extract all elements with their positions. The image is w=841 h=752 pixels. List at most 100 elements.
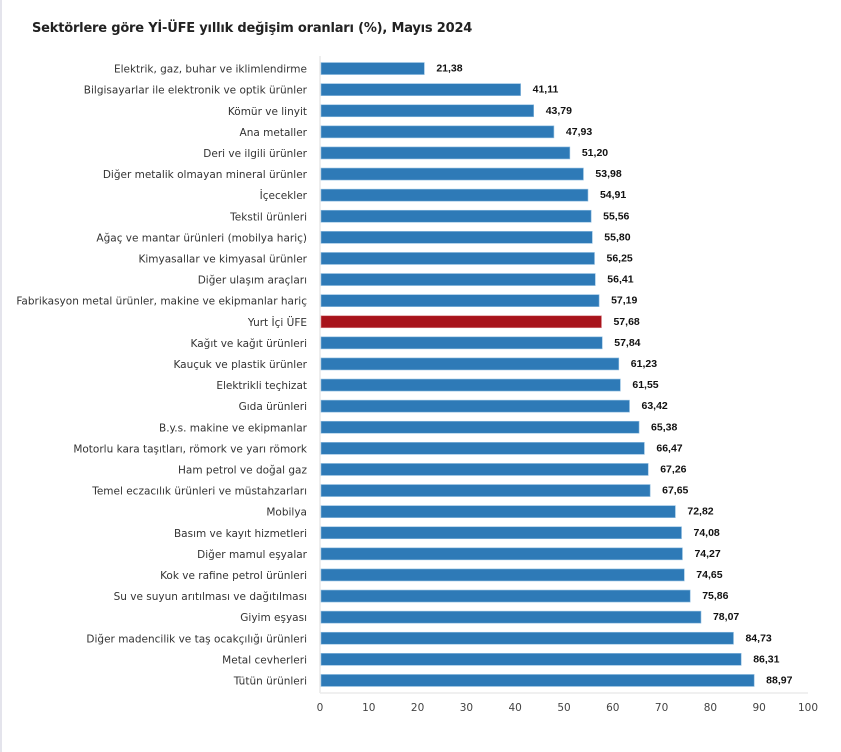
category-label: B.y.s. makine ve ekipmanlar	[159, 422, 308, 434]
category-label: Elektrik, gaz, buhar ve iklimlendirme	[114, 64, 307, 76]
bar	[320, 146, 571, 160]
category-label: Bilgisayarlar ile elektronik ve optik ür…	[84, 85, 308, 97]
bar	[320, 62, 425, 75]
category-label: Gıda ürünleri	[239, 401, 307, 413]
value-label: 63,42	[641, 400, 667, 412]
x-tick-label: 10	[362, 702, 375, 714]
value-labels: 21,38 41,11 43,79 47,93 51,20 53,98 54,91 55,56…	[436, 63, 792, 687]
plot-area	[319, 56, 808, 694]
value-label: 86,31	[753, 653, 779, 665]
bar	[320, 294, 600, 307]
value-label: 74,27	[694, 548, 720, 560]
bar	[320, 357, 620, 371]
category-label: Diğer madencilik ve taş ocakçılığı ürünl…	[86, 633, 307, 645]
category-label: Diğer ulaşım araçları	[198, 275, 307, 287]
bar	[320, 188, 589, 202]
bars-group	[320, 62, 755, 687]
bar	[320, 463, 649, 476]
value-label: 51,20	[582, 147, 608, 159]
value-label: 74,65	[696, 569, 722, 581]
category-label: İçecekler	[260, 189, 308, 202]
x-tick-label: 80	[704, 702, 717, 714]
value-label: 78,07	[713, 611, 739, 623]
bar	[320, 526, 682, 540]
category-label: Mobilya	[266, 507, 307, 519]
bar	[320, 484, 651, 497]
category-label: Diğer metalik olmayan mineral ürünler	[103, 169, 308, 181]
category-label: Deri ve ilgili ürünler	[203, 148, 307, 160]
category-label: Kömür ve linyit	[228, 106, 307, 118]
bar	[320, 336, 603, 350]
category-label: Basım ve kayıt hizmetleri	[174, 528, 307, 540]
category-label: Kimyasallar ve kimyasal ürünler	[138, 253, 307, 265]
bar	[320, 442, 645, 455]
category-label: Giyim eşyası	[240, 612, 307, 624]
value-label: 57,68	[613, 316, 639, 328]
bar	[320, 167, 584, 181]
category-label: Ham petrol ve doğal gaz	[178, 464, 307, 476]
bar	[320, 83, 521, 96]
category-label: Fabrikasyon metal ürünler, makine ve eki…	[16, 296, 307, 308]
x-tick-label: 100	[798, 702, 818, 714]
value-label: 55,56	[603, 210, 629, 222]
value-label: 84,73	[745, 632, 771, 644]
category-label: Ağaç ve mantar ürünleri (mobilya hariç)	[96, 232, 307, 244]
value-label: 72,82	[687, 506, 713, 518]
category-label: Motorlu kara taşıtları, römork ve yarı r…	[73, 443, 308, 455]
value-label: 55,80	[604, 231, 630, 243]
x-tick-label: 60	[606, 702, 619, 714]
bar	[320, 610, 702, 624]
value-label: 65,38	[651, 421, 677, 433]
value-label: 61,55	[632, 379, 658, 391]
x-tick-label: 20	[411, 702, 424, 714]
page-left-border	[0, 0, 2, 752]
bar	[320, 674, 755, 687]
value-label: 88,97	[766, 674, 792, 686]
value-label: 43,79	[546, 105, 572, 117]
category-label: Yurt İçi ÜFE	[247, 316, 307, 329]
bar	[320, 104, 534, 118]
bar	[320, 505, 676, 518]
bar	[320, 631, 734, 645]
x-tick-label: 90	[753, 702, 766, 714]
value-label: 57,19	[611, 295, 637, 307]
category-label: Temel eczacılık ürünleri ve müstahzarlar…	[91, 486, 307, 498]
bar	[320, 399, 630, 413]
value-label: 21,38	[436, 63, 462, 75]
x-tick-label: 50	[557, 702, 570, 714]
value-label: 67,26	[660, 463, 686, 475]
bar	[320, 420, 640, 434]
x-tick-label: 40	[509, 702, 522, 714]
bar	[320, 589, 691, 603]
value-label: 56,25	[607, 252, 633, 264]
bar	[320, 273, 596, 286]
value-label: 57,84	[614, 337, 640, 349]
chart-title: Sektörlere göre Yİ-ÜFE yıllık değişim or…	[32, 21, 473, 36]
value-label: 41,11	[533, 84, 559, 96]
x-tick-label: 30	[460, 702, 473, 714]
category-label: Kağıt ve kağıt ürünleri	[191, 338, 307, 350]
value-label: 53,98	[595, 168, 621, 180]
value-label: 61,23	[631, 358, 657, 370]
value-label: 54,91	[600, 189, 626, 201]
x-axis-ticks: 0 10 20 30 40 50 60 70 80 90 100	[317, 702, 818, 714]
bar-highlight	[320, 315, 602, 329]
category-labels: Elektrik, gaz, buhar ve iklimlendirme Bil…	[16, 64, 308, 688]
category-label: Tekstil ürünleri	[229, 211, 307, 223]
bar	[320, 653, 742, 666]
bar	[320, 547, 683, 561]
value-label: 56,41	[607, 274, 633, 286]
value-label: 75,86	[702, 590, 728, 602]
category-label: Elektrikli teçhizat	[216, 380, 307, 392]
category-label: Kauçuk ve plastik ürünler	[173, 359, 307, 371]
category-label: Ana metaller	[240, 127, 308, 139]
value-label: 74,08	[694, 527, 720, 539]
bar	[320, 378, 621, 392]
value-label: 67,65	[662, 485, 688, 497]
x-tick-label: 70	[655, 702, 668, 714]
value-label: 66,47	[656, 442, 682, 454]
category-label: Kok ve rafine petrol ürünleri	[160, 570, 307, 582]
bar	[320, 125, 555, 139]
bar	[320, 231, 593, 244]
